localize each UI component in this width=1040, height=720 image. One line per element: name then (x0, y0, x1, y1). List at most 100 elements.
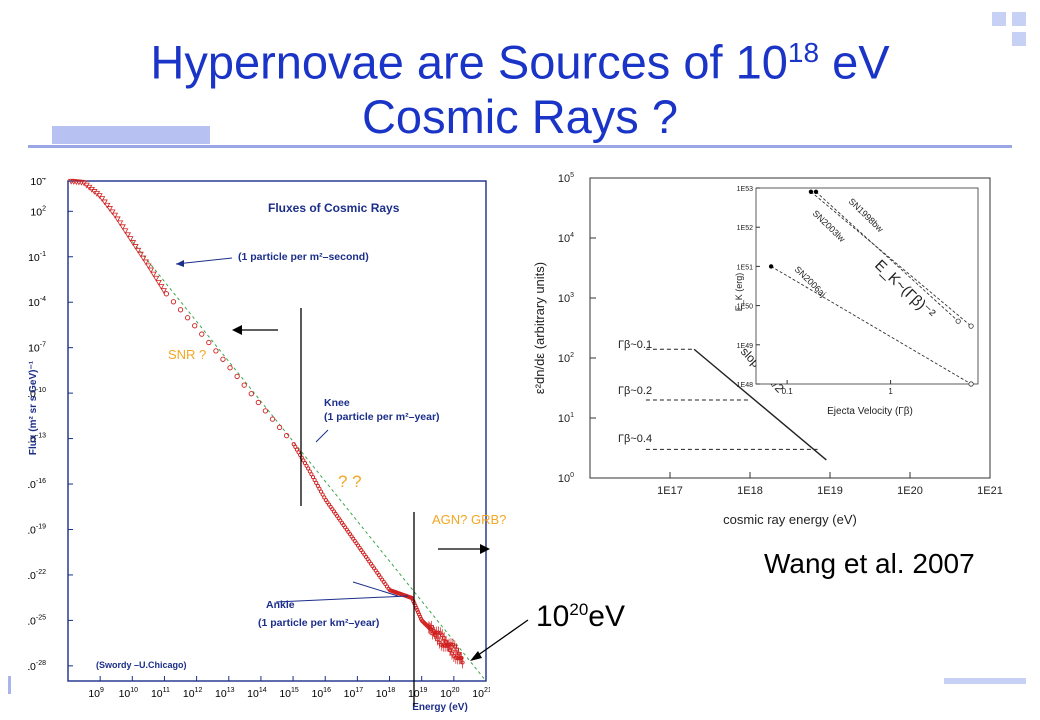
right-y-tick-label: 105 (558, 172, 574, 185)
left-x-label: Energy (eV) (412, 702, 468, 713)
flux-marker (142, 259, 149, 266)
title-line-1: Hypernovae are Sources of 1018 eV (150, 35, 890, 89)
gamma-beta-02-label: Γβ~0.2 (618, 385, 652, 397)
inset-y-tick-label: 1E51 (737, 264, 753, 271)
note-per-km-year: (1 particle per km²–year) (258, 617, 379, 629)
flux-marker (241, 382, 247, 388)
bottom-left-mark (8, 676, 11, 694)
flux-marker (416, 610, 421, 615)
flux-marker (109, 209, 116, 216)
flux-marker (206, 339, 212, 346)
flux-marker (184, 315, 191, 321)
inset-line (770, 266, 972, 385)
flux-marker (248, 391, 254, 397)
inset-start-point (808, 189, 814, 194)
inset-end-point (968, 323, 974, 329)
snr-label: SNR ? (168, 347, 207, 362)
flux-marker (106, 206, 113, 212)
flux-marker (124, 232, 131, 239)
right-plot-frame (589, 177, 991, 479)
flux-marker (417, 612, 422, 617)
flux-marker (111, 212, 119, 219)
bottom-accent-bar (944, 678, 1026, 684)
inset-y-tick-label: 1E50 (737, 304, 753, 311)
flux-marker (152, 275, 160, 282)
spectrum-series (645, 348, 827, 461)
inset-line (815, 191, 959, 322)
flux-marker (227, 365, 233, 371)
right-y-label: ε²dn/dε (arbitrary units) (532, 262, 547, 394)
flux-marker (96, 193, 103, 199)
title-divider (28, 145, 1012, 148)
arrow-ankle (352, 581, 399, 597)
highest-energy-pointer-head (470, 651, 482, 661)
flux-marker (140, 255, 147, 262)
corner-square-3 (1012, 32, 1026, 46)
arrow-knee (315, 429, 329, 443)
flux-marker (418, 614, 423, 619)
flux-marker (283, 432, 290, 439)
flux-marker (415, 607, 420, 613)
flux-marker (314, 480, 319, 486)
inset-x-tick-label: 0.1 (782, 387, 794, 396)
flux-marker (310, 475, 316, 480)
inset-series (768, 189, 974, 387)
flux-marker (312, 478, 317, 483)
flux-marker (319, 489, 324, 494)
agn-grb-label: AGN? GRB? (432, 512, 507, 527)
arrow-per-second (175, 257, 233, 265)
flux-marker (116, 220, 124, 227)
left-y-label: Flux (m² sr s GeV)⁻¹ (28, 360, 39, 455)
flux-marker (269, 416, 276, 422)
flux-marker (234, 373, 240, 380)
inset-y-tick-label: 1E49 (737, 343, 753, 350)
right-y-axis: 100 101 102 103 104 105 (558, 172, 596, 485)
flux-marker (114, 216, 121, 223)
flux-marker (127, 236, 134, 242)
right-x-axis: 1E17 1E18 1E19 1E20 1E21 (657, 472, 1003, 497)
question-marks: ? ? (338, 472, 362, 491)
flux-marker (307, 469, 312, 474)
cosmic-ray-flux-chart: 10410210-110-410-710-1010-1310-1610-1910… (28, 178, 490, 713)
gamma-beta-04-label: Γβ~0.4 (618, 433, 652, 445)
flux-marker (192, 323, 198, 329)
inset-end-point (955, 318, 961, 324)
flux-marker (309, 472, 314, 477)
flux-marker (170, 299, 177, 305)
flux-marker (137, 251, 144, 258)
inset-y-label: E_K (erg) (734, 273, 744, 312)
highest-energy-label: 1020eV (536, 600, 625, 633)
left-y-axis: 10410210-110-410-710-1010-1310-1610-1910… (28, 178, 73, 673)
note-per-year: (1 particle per m²–year) (324, 411, 440, 423)
gamma-beta-01-label: Γβ~0.1 (618, 339, 652, 351)
spectrum-line (693, 348, 827, 461)
right-x-tick-label: 1E17 (657, 485, 683, 497)
flux-marker (220, 356, 226, 362)
left-plot-title: Fluxes of Cosmic Rays (268, 201, 400, 215)
right-x-tick-label: 1E21 (977, 485, 1003, 497)
snr-arrow-head (232, 325, 242, 335)
left-plot-frame (67, 180, 487, 682)
arrow-head-per-second (176, 260, 184, 267)
flux-marker (158, 284, 165, 290)
right-x-label: cosmic ray energy (eV) (723, 512, 857, 527)
flux-marker (145, 263, 152, 270)
inset-end-point (968, 381, 974, 387)
flux-marker (315, 483, 320, 488)
flux-marker (134, 247, 142, 254)
inset-y-tick-label: 1E52 (737, 225, 753, 232)
right-y-tick-label: 100 (558, 472, 574, 485)
flux-marker (104, 202, 111, 209)
flux-marker (101, 199, 108, 206)
right-y-tick-label: 102 (558, 352, 574, 365)
agn-arrow-head (480, 544, 490, 554)
right-x-tick-label: 1E19 (817, 485, 843, 497)
title-line-2: Cosmic Rays ? (361, 89, 678, 143)
flux-marker (132, 244, 139, 250)
power-law-fit-line (131, 241, 487, 682)
inset-axes: 1E48 1E49 1E50 1E51 1E52 1E53 0.1 1 (737, 186, 894, 396)
flux-marker (255, 399, 262, 406)
title-accent-bar (52, 126, 210, 144)
